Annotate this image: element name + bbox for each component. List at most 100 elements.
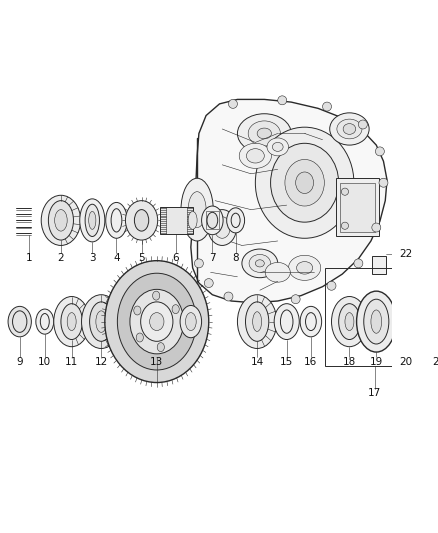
Ellipse shape — [81, 295, 121, 349]
Text: 7: 7 — [209, 253, 215, 263]
Text: 3: 3 — [89, 253, 95, 263]
Ellipse shape — [8, 306, 32, 337]
Ellipse shape — [188, 212, 197, 229]
Ellipse shape — [297, 262, 313, 274]
Ellipse shape — [194, 259, 203, 268]
Ellipse shape — [372, 223, 381, 232]
Ellipse shape — [36, 309, 54, 334]
Ellipse shape — [364, 299, 389, 344]
Ellipse shape — [157, 343, 164, 352]
Ellipse shape — [54, 296, 90, 346]
Text: 8: 8 — [232, 253, 239, 263]
Text: 13: 13 — [150, 357, 163, 367]
Ellipse shape — [55, 209, 67, 231]
Text: 22: 22 — [399, 249, 413, 260]
Ellipse shape — [90, 302, 113, 341]
Ellipse shape — [239, 143, 272, 168]
Text: 5: 5 — [138, 253, 145, 263]
Ellipse shape — [274, 304, 299, 340]
Ellipse shape — [248, 121, 280, 146]
Ellipse shape — [339, 304, 360, 340]
Ellipse shape — [291, 295, 300, 304]
Ellipse shape — [341, 188, 349, 195]
Text: 12: 12 — [95, 357, 108, 367]
Text: 4: 4 — [113, 253, 120, 263]
Ellipse shape — [201, 206, 223, 235]
Ellipse shape — [117, 273, 196, 370]
Polygon shape — [191, 99, 387, 303]
Text: 16: 16 — [304, 357, 318, 367]
Ellipse shape — [289, 255, 321, 280]
Ellipse shape — [41, 195, 81, 245]
Ellipse shape — [255, 260, 264, 267]
Text: 20: 20 — [399, 357, 413, 367]
Ellipse shape — [332, 296, 367, 346]
Ellipse shape — [141, 302, 173, 341]
Ellipse shape — [341, 222, 349, 229]
Ellipse shape — [227, 208, 244, 233]
Ellipse shape — [296, 172, 314, 193]
Ellipse shape — [247, 149, 264, 163]
Ellipse shape — [67, 313, 76, 330]
Text: 21: 21 — [432, 357, 438, 367]
Text: 17: 17 — [368, 388, 381, 398]
Ellipse shape — [204, 279, 213, 288]
Ellipse shape — [181, 178, 213, 241]
Ellipse shape — [253, 312, 261, 332]
Ellipse shape — [249, 254, 271, 272]
Ellipse shape — [257, 128, 272, 139]
Ellipse shape — [48, 200, 74, 240]
Ellipse shape — [80, 199, 105, 242]
Bar — [206, 212, 219, 229]
Ellipse shape — [358, 120, 367, 129]
Ellipse shape — [208, 209, 237, 245]
Ellipse shape — [272, 142, 283, 151]
Ellipse shape — [134, 306, 141, 315]
Ellipse shape — [357, 291, 396, 352]
Ellipse shape — [371, 310, 381, 333]
Bar — [325, 268, 424, 366]
Ellipse shape — [255, 296, 264, 305]
Bar — [160, 207, 193, 234]
Ellipse shape — [265, 262, 290, 282]
Ellipse shape — [427, 330, 434, 337]
Bar — [372, 256, 386, 274]
Ellipse shape — [134, 209, 149, 231]
Text: 6: 6 — [172, 253, 179, 263]
Ellipse shape — [345, 313, 354, 330]
Text: 18: 18 — [343, 357, 356, 367]
Bar — [340, 183, 374, 232]
Ellipse shape — [185, 313, 196, 330]
Ellipse shape — [150, 313, 164, 330]
Ellipse shape — [267, 138, 289, 156]
Ellipse shape — [354, 259, 363, 268]
Ellipse shape — [224, 292, 233, 301]
Ellipse shape — [152, 291, 160, 300]
Bar — [336, 178, 379, 237]
Ellipse shape — [229, 99, 237, 108]
Ellipse shape — [85, 204, 99, 237]
Ellipse shape — [337, 119, 362, 139]
Ellipse shape — [242, 249, 278, 278]
Text: 9: 9 — [16, 357, 23, 367]
Ellipse shape — [130, 289, 184, 354]
Ellipse shape — [255, 127, 354, 238]
Text: 14: 14 — [251, 357, 264, 367]
Ellipse shape — [427, 303, 434, 310]
Ellipse shape — [61, 304, 82, 340]
Ellipse shape — [136, 333, 143, 342]
Ellipse shape — [214, 217, 230, 238]
Text: 10: 10 — [38, 357, 51, 367]
Text: 2: 2 — [58, 253, 64, 263]
Ellipse shape — [237, 295, 277, 349]
Ellipse shape — [322, 102, 332, 111]
Ellipse shape — [427, 317, 434, 324]
Ellipse shape — [395, 305, 417, 338]
Ellipse shape — [330, 113, 369, 145]
Ellipse shape — [271, 143, 339, 222]
Ellipse shape — [188, 192, 206, 228]
Ellipse shape — [327, 281, 336, 290]
Ellipse shape — [285, 159, 324, 206]
Ellipse shape — [172, 305, 179, 313]
Ellipse shape — [379, 178, 388, 187]
